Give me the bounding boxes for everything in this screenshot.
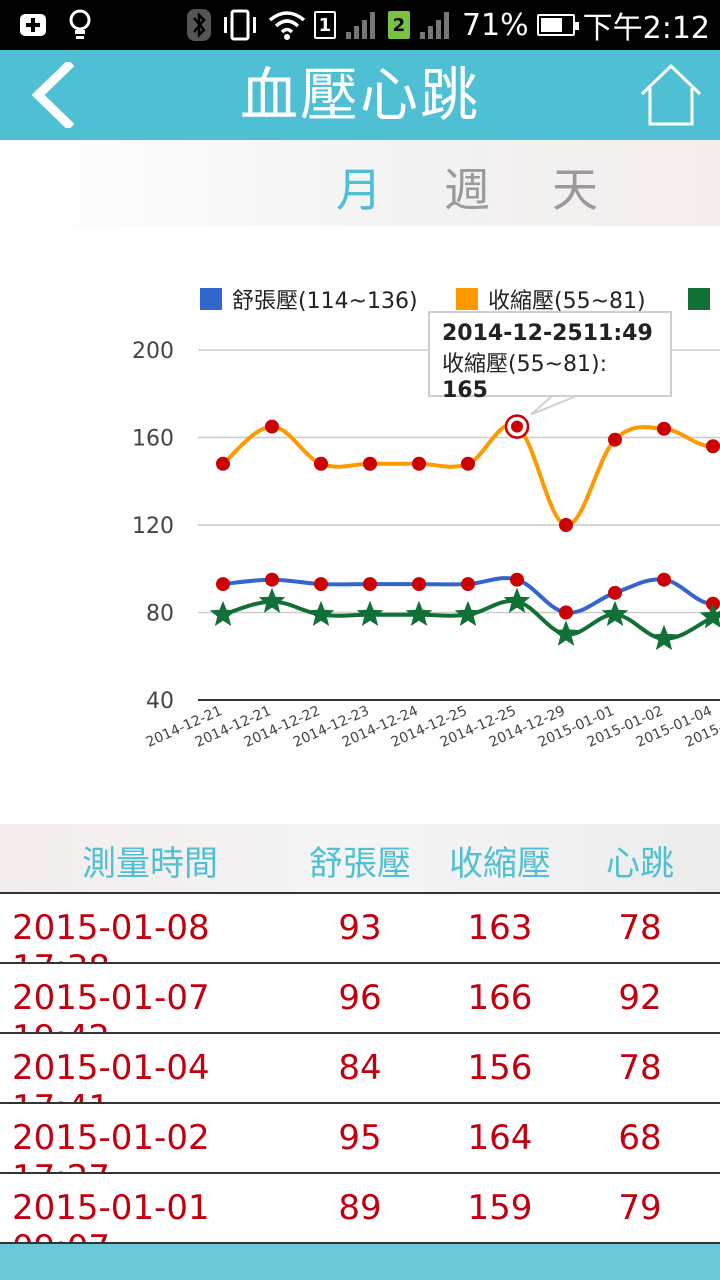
data-point — [650, 624, 678, 651]
data-point — [510, 572, 524, 587]
data-point — [307, 600, 335, 626]
lightbulb-icon — [68, 9, 92, 41]
y-tick-label: 80 — [146, 602, 174, 627]
clock: 下午2:12 — [582, 11, 710, 46]
data-point — [552, 620, 580, 646]
cell-systolic: 164 — [467, 1118, 533, 1158]
data-point — [559, 518, 573, 532]
cell-pulse: 78 — [618, 1048, 662, 1088]
signal2-icon — [418, 10, 454, 40]
data-point — [265, 419, 279, 434]
data-point — [412, 456, 426, 471]
table-row[interactable]: 2015-01-02 17:27 95 164 68 — [0, 1102, 720, 1198]
table-row[interactable]: 2015-01-01 09:07 89 159 79 — [0, 1172, 720, 1268]
tooltip-value: 165 — [442, 378, 488, 403]
status-bar: 1 2 71% 下午2:12 — [0, 0, 720, 50]
data-point — [608, 585, 622, 600]
blood-pressure-chart[interactable]: 舒張壓(114~136) 收縮壓(55~81) 200 160 120 80 40 2014-… — [0, 226, 720, 824]
sim2-badge: 2 — [387, 11, 410, 39]
cell-diastolic: 96 — [338, 978, 382, 1018]
tooltip-series: 收縮壓(55~81): — [442, 352, 608, 377]
data-point — [412, 577, 426, 592]
data-point — [559, 605, 573, 620]
back-button[interactable] — [28, 59, 88, 131]
y-tick-label: 40 — [146, 689, 174, 714]
bluetooth-icon — [186, 8, 212, 42]
data-point — [363, 456, 377, 471]
vibrate-icon — [220, 9, 260, 41]
series-line — [221, 422, 720, 527]
data-point — [216, 456, 230, 471]
sim1-badge: 1 — [313, 11, 336, 39]
y-tick-label: 120 — [132, 514, 174, 539]
cell-systolic: 156 — [467, 1048, 533, 1088]
highlight-point — [511, 420, 523, 433]
data-point — [601, 600, 629, 626]
tab-week[interactable]: 週 — [444, 163, 490, 217]
cell-diastolic: 84 — [338, 1048, 382, 1088]
data-point — [461, 456, 475, 471]
data-point — [461, 577, 475, 592]
chart-canvas[interactable]: 舒張壓(114~136) 收縮壓(55~81) 200 160 120 80 40 2014-… — [0, 226, 720, 824]
table-header: 測量時間 舒張壓 收縮壓 心跳 — [0, 824, 720, 892]
page-title: 血壓心跳 — [239, 61, 480, 129]
data-point — [265, 572, 279, 587]
home-button[interactable] — [638, 62, 704, 128]
signal1-icon — [344, 10, 380, 40]
tooltip-date: 2014-12-2511:49 — [442, 321, 653, 346]
legend-swatch — [456, 288, 478, 310]
cell-diastolic: 95 — [338, 1118, 382, 1158]
data-point — [657, 421, 671, 436]
header-time: 測量時間 — [82, 844, 218, 884]
tab-month[interactable]: 月 — [336, 163, 382, 217]
wifi-icon — [268, 10, 306, 40]
data-point — [216, 577, 230, 592]
battery-percent: 71% — [461, 7, 529, 43]
period-tabs: 月 週 天 — [0, 140, 720, 226]
legend-swatch — [200, 288, 222, 310]
data-point — [699, 602, 720, 629]
legend-label: 收縮壓(55~81) — [488, 289, 646, 314]
data-point — [209, 600, 237, 626]
data-point — [258, 587, 286, 613]
table-row[interactable]: 2015-01-07 19:42 96 166 92 — [0, 962, 720, 1058]
data-point — [706, 439, 720, 454]
header-systolic: 收縮壓 — [449, 844, 551, 884]
cell-systolic: 166 — [467, 978, 533, 1018]
cell-diastolic: 93 — [338, 908, 382, 948]
cell-systolic: 159 — [467, 1188, 533, 1228]
data-point — [356, 600, 384, 626]
data-point — [454, 600, 482, 626]
legend-swatch — [688, 288, 710, 310]
header-diastolic: 舒張壓 — [309, 844, 411, 884]
home-icon — [640, 63, 702, 126]
data-point — [363, 577, 377, 592]
month-section-label: 2014-12月 — [20, 1268, 196, 1280]
data-point — [314, 577, 328, 592]
data-point — [314, 456, 328, 471]
data-point — [657, 572, 671, 587]
header-pulse: 心跳 — [606, 844, 674, 884]
legend-label: 舒張壓(114~136) — [232, 289, 418, 314]
table-row[interactable]: 2015-01-08 17:38 93 163 78 — [0, 892, 720, 988]
chevron-left-icon — [31, 59, 75, 131]
cell-pulse: 92 — [618, 978, 662, 1018]
data-point — [608, 432, 622, 447]
chart-tooltip: 2014-12-2511:49 收縮壓(55~81): 165 — [428, 311, 672, 403]
add-notification-icon — [18, 10, 48, 40]
cell-pulse: 78 — [618, 908, 662, 948]
data-point — [405, 600, 433, 626]
app-header: 血壓心跳 — [0, 50, 720, 140]
y-tick-label: 200 — [132, 339, 174, 364]
cell-pulse: 79 — [618, 1188, 662, 1228]
tab-day[interactable]: 天 — [552, 163, 598, 217]
y-tick-label: 160 — [132, 427, 174, 452]
cell-systolic: 163 — [467, 908, 533, 948]
table-row[interactable]: 2015-01-04 17:41 84 156 78 — [0, 1032, 720, 1128]
month-section-header[interactable]: 2014-12月 — [0, 1242, 720, 1280]
cell-pulse: 68 — [618, 1118, 662, 1158]
cell-diastolic: 89 — [338, 1188, 382, 1228]
data-point — [503, 587, 531, 613]
battery-icon — [536, 14, 579, 36]
